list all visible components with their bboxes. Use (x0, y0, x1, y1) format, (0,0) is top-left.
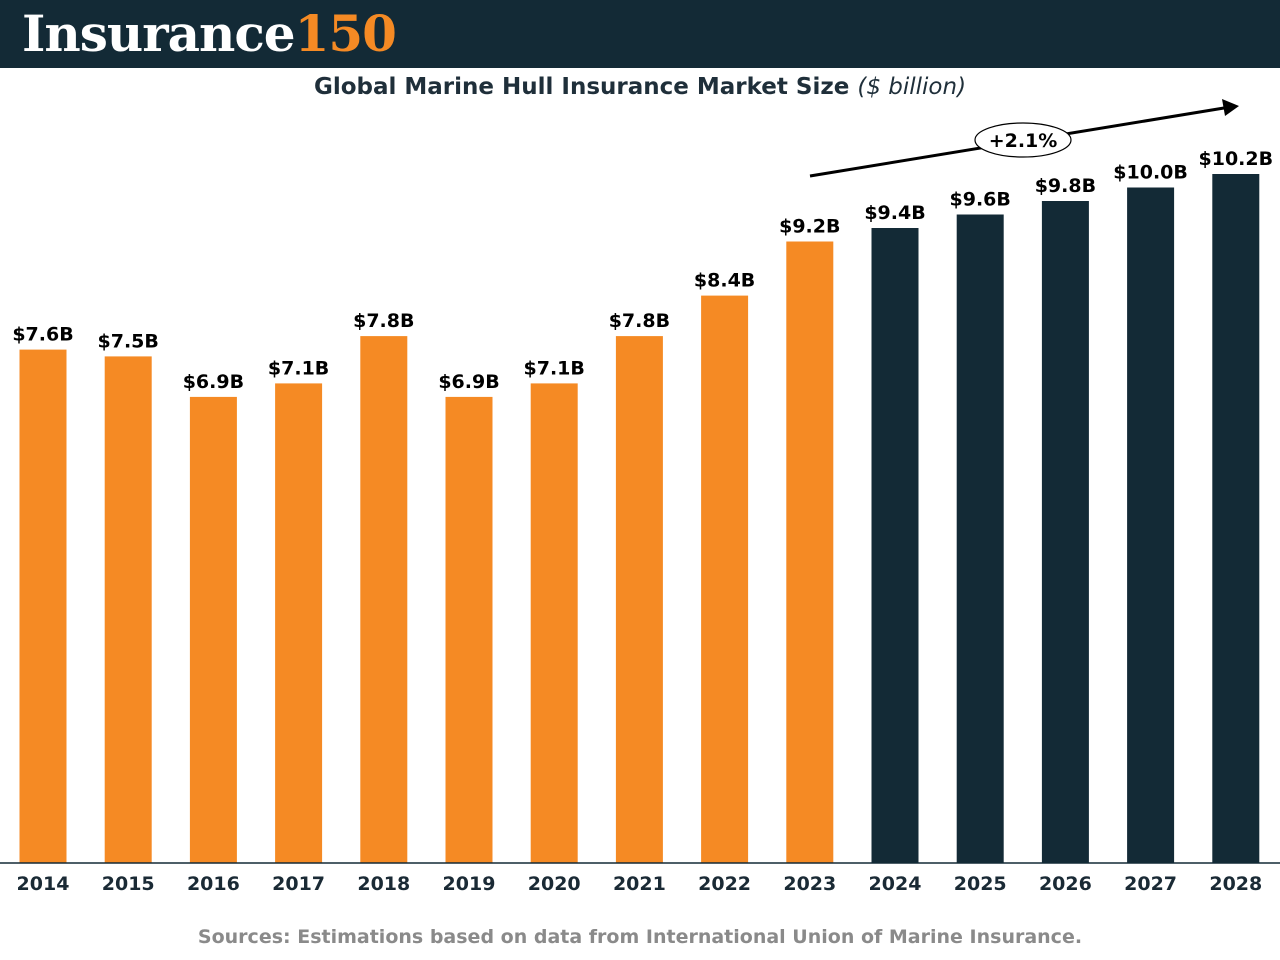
x-tick-2017: 2017 (272, 873, 325, 895)
value-label-group: $7.6B $7.5B $6.9B $7.1B $7.8B $6.9B $7.1B $7.8B… (12, 148, 1273, 393)
value-label-2015: $7.5B (98, 330, 159, 352)
brand-logo: Insurance150 (22, 0, 397, 68)
bar-2021 (615, 336, 663, 864)
value-label-2020: $7.1B (524, 357, 585, 379)
x-tick-2027: 2027 (1124, 873, 1177, 895)
x-tick-2025: 2025 (954, 873, 1007, 895)
bar-2016 (189, 396, 237, 863)
value-label-2024: $9.4B (864, 202, 925, 224)
trend-label-ellipse (974, 122, 1072, 158)
bar-2026 (1041, 201, 1089, 863)
x-tick-2022: 2022 (698, 873, 751, 895)
bar-2025 (956, 214, 1004, 863)
bar-2015 (104, 356, 152, 863)
x-tick-2019: 2019 (443, 873, 496, 895)
bar-2018 (360, 336, 408, 864)
value-label-2016: $6.9B (183, 371, 244, 393)
x-tick-2020: 2020 (528, 873, 581, 895)
x-tick-2021: 2021 (613, 873, 666, 895)
value-label-2027: $10.0B (1113, 162, 1188, 184)
x-tick-2028: 2028 (1209, 873, 1262, 895)
bar-2020 (530, 383, 578, 863)
bar-2023 (786, 241, 834, 863)
value-label-2028: $10.2B (1199, 148, 1274, 170)
value-label-2025: $9.6B (950, 189, 1011, 211)
x-tick-2014: 2014 (17, 873, 70, 895)
trend-label: +2.1% (989, 130, 1058, 152)
bar-2028 (1212, 174, 1260, 863)
value-label-2021: $7.8B (609, 310, 670, 332)
bar-2022 (701, 295, 749, 864)
value-label-2023: $9.2B (779, 216, 840, 238)
value-label-2019: $6.9B (438, 371, 499, 393)
value-label-2022: $8.4B (694, 270, 755, 292)
x-tick-2018: 2018 (357, 873, 410, 895)
x-tick-2026: 2026 (1039, 873, 1092, 895)
value-label-2018: $7.8B (353, 310, 414, 332)
bar-2027 (1127, 187, 1175, 863)
bar-2017 (275, 383, 323, 863)
chart-title-unit: ($ billion) (857, 74, 967, 100)
logo-number: 150 (294, 4, 397, 63)
x-tick-group: 2014 2015 2016 2017 2018 2019 2020 2021 2022 2023… (17, 873, 1263, 895)
x-tick-2016: 2016 (187, 873, 240, 895)
value-label-2026: $9.8B (1035, 175, 1096, 197)
x-tick-2023: 2023 (783, 873, 836, 895)
source-note: Sources: Estimations based on data from … (197, 926, 1083, 948)
value-label-2017: $7.1B (268, 357, 329, 379)
value-label-2014: $7.6B (12, 324, 73, 346)
bar-2014 (19, 349, 67, 864)
logo-word: Insurance (22, 4, 296, 63)
bar-2024 (871, 228, 919, 863)
x-tick-2024: 2024 (869, 873, 922, 895)
bar-2019 (445, 396, 493, 863)
bar-group (19, 174, 1260, 864)
trend-annotation: +2.1% (809, 99, 1239, 178)
header-bar: Insurance150 (0, 0, 1280, 68)
trend-arrow-head (1222, 99, 1239, 116)
chart-title-main: Global Marine Hull Insurance Market Size (313, 74, 850, 100)
x-tick-2015: 2015 (102, 873, 155, 895)
chart-title: Global Marine Hull Insurance Market Size… (0, 74, 1280, 100)
